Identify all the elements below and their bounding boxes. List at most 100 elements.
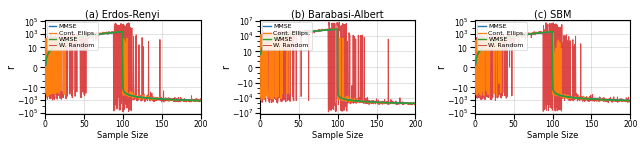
Legend: MMSE, Cont. Ellips., WMSE, W. Random: MMSE, Cont. Ellips., WMSE, W. Random — [477, 22, 527, 50]
MMSE — [284, 34, 292, 36]
MMSE — [627, 100, 634, 101]
Line: Cont. Ellips.: Cont. Ellips. — [476, 32, 630, 101]
MMSE — [563, 96, 571, 98]
MMSE — [327, 29, 335, 31]
WMSE — [541, 31, 549, 33]
W. Random — [627, 100, 634, 102]
WMSE — [563, 96, 571, 98]
Cont. Ellips. — [575, 97, 583, 99]
Cont. Ellips. — [196, 99, 204, 101]
Line: WMSE: WMSE — [45, 32, 200, 101]
WMSE — [627, 100, 634, 102]
W. Random — [499, 36, 507, 38]
MMSE — [296, 32, 304, 34]
W. Random — [119, 111, 127, 113]
Cont. Ellips. — [81, 35, 89, 37]
WMSE — [589, 98, 596, 100]
Cont. Ellips. — [112, 31, 120, 33]
Cont. Ellips. — [624, 100, 632, 102]
W. Random — [563, 96, 571, 98]
Cont. Ellips. — [159, 98, 166, 100]
W. Random — [146, 100, 154, 102]
Cont. Ellips. — [563, 97, 571, 99]
W. Random — [349, 101, 356, 103]
Line: Cont. Ellips.: Cont. Ellips. — [45, 32, 200, 101]
W. Random — [540, 110, 547, 112]
W. Random — [112, 22, 120, 24]
Cont. Ellips. — [627, 100, 634, 102]
W. Random — [125, 22, 132, 24]
Line: MMSE: MMSE — [45, 32, 200, 100]
Cont. Ellips. — [348, 100, 356, 102]
Legend: MMSE, Cont. Ellips., WMSE, W. Random: MMSE, Cont. Ellips., WMSE, W. Random — [262, 22, 312, 50]
Cont. Ellips. — [194, 100, 202, 102]
W. Random — [361, 101, 369, 103]
MMSE — [112, 32, 120, 33]
Y-axis label: r: r — [221, 65, 231, 69]
WMSE — [159, 98, 166, 100]
Cont. Ellips. — [333, 28, 341, 30]
WMSE — [257, 53, 264, 55]
W. Random — [296, 31, 304, 32]
W. Random — [325, 21, 333, 23]
Cont. Ellips. — [133, 97, 141, 98]
Line: MMSE: MMSE — [260, 29, 415, 103]
W. Random — [69, 34, 77, 36]
X-axis label: Sample Size: Sample Size — [97, 131, 148, 139]
Y-axis label: r: r — [436, 65, 446, 69]
Cont. Ellips. — [412, 102, 419, 104]
Cont. Ellips. — [327, 29, 335, 31]
MMSE — [548, 31, 556, 33]
W. Random — [374, 103, 381, 105]
MMSE — [374, 101, 381, 103]
Cont. Ellips. — [541, 32, 549, 33]
W. Random — [472, 93, 479, 95]
Y-axis label: r: r — [6, 65, 16, 69]
W. Random — [81, 33, 89, 35]
Line: W. Random: W. Random — [476, 23, 630, 111]
MMSE — [499, 38, 507, 40]
W. Random — [542, 24, 550, 26]
WMSE — [145, 97, 153, 99]
WMSE — [196, 100, 204, 102]
Legend: MMSE, Cont. Ellips., WMSE, W. Random: MMSE, Cont. Ellips., WMSE, W. Random — [47, 22, 97, 50]
WMSE — [360, 101, 368, 103]
Line: W. Random: W. Random — [45, 23, 200, 112]
MMSE — [159, 98, 166, 100]
WMSE — [575, 97, 583, 99]
Title: (c) SBM: (c) SBM — [534, 10, 572, 20]
Line: WMSE: WMSE — [260, 29, 415, 104]
W. Random — [575, 100, 583, 102]
MMSE — [257, 54, 264, 56]
X-axis label: Sample Size: Sample Size — [312, 131, 364, 139]
Cont. Ellips. — [145, 97, 153, 99]
Cont. Ellips. — [548, 31, 556, 32]
MMSE — [511, 35, 519, 37]
Cont. Ellips. — [472, 85, 479, 87]
WMSE — [112, 31, 120, 33]
Title: (a) Erdos-Renyi: (a) Erdos-Renyi — [85, 10, 160, 20]
WMSE — [333, 28, 341, 30]
Cont. Ellips. — [42, 38, 49, 40]
MMSE — [145, 97, 153, 99]
MMSE — [118, 31, 126, 33]
Line: WMSE: WMSE — [476, 32, 630, 101]
MMSE — [360, 100, 368, 102]
Cont. Ellips. — [296, 33, 304, 34]
Title: (b) Barabasi-Albert: (b) Barabasi-Albert — [291, 10, 384, 20]
W. Random — [412, 103, 419, 105]
WMSE — [499, 38, 507, 39]
Line: Cont. Ellips.: Cont. Ellips. — [260, 29, 415, 104]
Cont. Ellips. — [499, 40, 507, 42]
W. Random — [324, 111, 332, 113]
Cont. Ellips. — [511, 35, 519, 37]
Cont. Ellips. — [360, 100, 368, 102]
W. Random — [589, 94, 596, 96]
WMSE — [81, 35, 89, 37]
W. Random — [257, 32, 264, 33]
WMSE — [42, 64, 49, 66]
MMSE — [412, 102, 419, 104]
MMSE — [133, 96, 141, 98]
WMSE — [327, 29, 335, 31]
WMSE — [296, 32, 304, 34]
